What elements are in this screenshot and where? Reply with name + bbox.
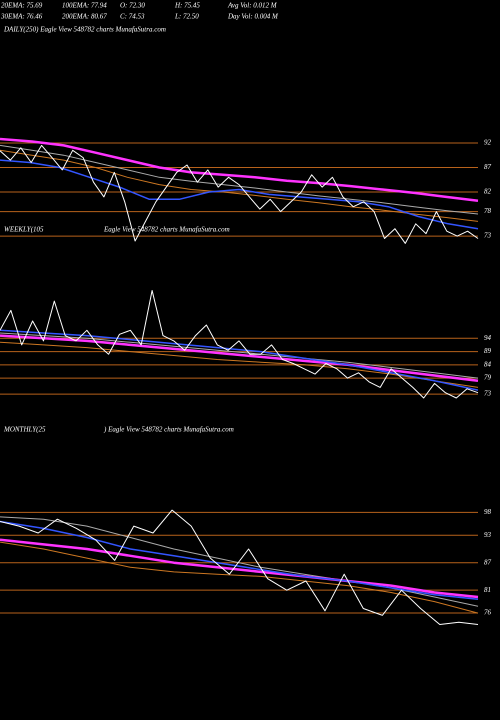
y-tick-label: 84 <box>484 360 492 368</box>
price-line <box>0 144 479 244</box>
price-line <box>0 509 479 625</box>
panel-subtitle: ) Eagle View 548782 charts MunafaSutra.c… <box>103 426 234 434</box>
panel-title: DAILY(250) Eagle View 548782 charts Muna… <box>3 26 166 34</box>
y-tick-label: 87 <box>484 163 492 171</box>
y-tick-label: 87 <box>484 558 492 566</box>
price-line <box>0 159 479 230</box>
y-tick-label: 98 <box>484 508 492 516</box>
price-line <box>0 290 479 399</box>
header-stat: 100EMA: 77.94 <box>62 2 107 10</box>
price-line <box>0 329 479 391</box>
panel: 92 87 82 78 73 DAILY(250) Eagle View 548782 c… <box>0 26 492 244</box>
panel-title: MONTHLY(25 <box>3 426 46 434</box>
y-tick-label: 93 <box>484 531 492 539</box>
price-line <box>0 541 479 614</box>
y-tick-label: 94 <box>484 334 492 342</box>
y-tick-label: 76 <box>484 609 492 617</box>
panel-title: WEEKLY(105 <box>4 226 44 234</box>
header: 20EMA: 75.69 100EMA: 77.94 O: 72.30 H: 7… <box>0 2 279 21</box>
header-stat: O: 72.30 <box>120 2 145 10</box>
header-stat: 30EMA: 76.46 <box>0 13 43 21</box>
y-tick-label: 73 <box>484 232 492 240</box>
panel: 94 89 84 79 73 WEEKLY(105 Eagle View 548782 ch… <box>0 226 492 399</box>
header-stat: Avg Vol: 0.012 M <box>227 2 278 10</box>
price-line <box>0 149 479 222</box>
header-stat: Day Vol: 0.004 M <box>227 13 279 21</box>
y-tick-label: 92 <box>484 139 492 147</box>
header-stat: 20EMA: 75.69 <box>1 2 43 10</box>
y-tick-label: 89 <box>484 347 492 355</box>
header-stat: L: 72.50 <box>174 13 199 21</box>
price-line <box>0 538 479 599</box>
y-tick-label: 81 <box>484 586 491 594</box>
price-line <box>0 144 479 215</box>
price-line <box>0 520 479 601</box>
y-tick-label: 79 <box>484 374 492 382</box>
panel: 98 93 87 81 76 MONTHLY(25 ) Eagle View 548782 … <box>0 426 492 625</box>
y-tick-label: 73 <box>484 390 492 398</box>
header-stat: C: 74.53 <box>120 13 145 21</box>
price-line <box>0 137 479 203</box>
price-line <box>0 334 479 383</box>
header-stat: 200EMA: 80.67 <box>62 13 107 21</box>
y-tick-label: 82 <box>484 188 492 196</box>
panel-subtitle: Eagle View 548782 charts MunafaSutra.com <box>103 226 230 234</box>
header-stat: H: 75.45 <box>174 2 200 10</box>
y-tick-label: 78 <box>484 207 492 215</box>
